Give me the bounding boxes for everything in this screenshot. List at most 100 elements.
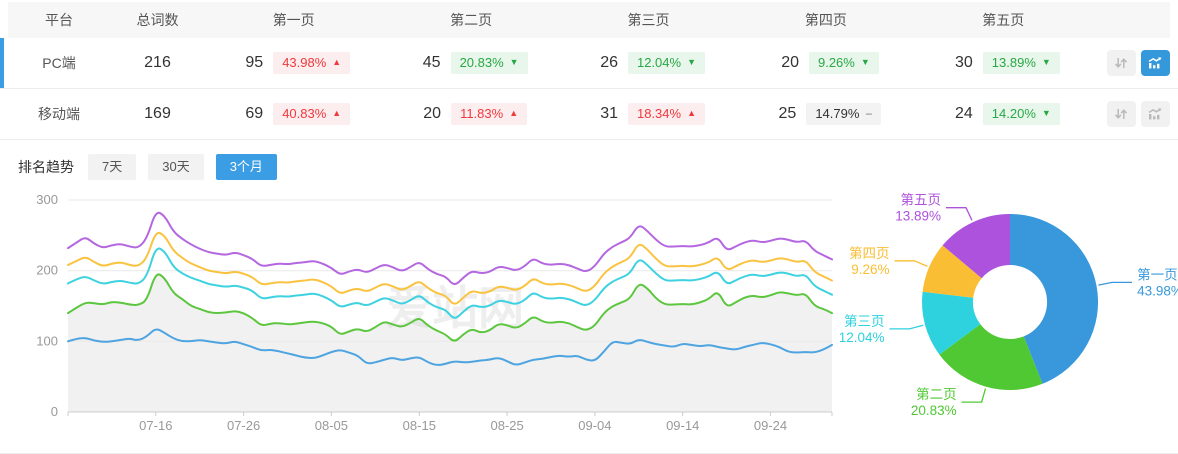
trend-down-icon: ▼ — [509, 57, 519, 68]
x-axis-label: 08-05 — [315, 418, 348, 433]
trend-chart-icon — [1146, 106, 1164, 122]
trend-up-icon: ▲ — [332, 57, 342, 68]
donut-label-第二页: 第二页 20.83% — [911, 386, 957, 418]
percent-badge: 20.83% ▼ — [450, 51, 528, 75]
page-cell: 69 40.83% ▲ — [205, 102, 382, 126]
platform-name: 移动端 — [38, 106, 80, 122]
tab-3-months[interactable]: 3个月 — [215, 154, 277, 180]
tab-30-days[interactable]: 30天 — [148, 154, 204, 180]
percent-badge: 14.79% − — [806, 102, 882, 126]
page-keyword-count: 95 — [245, 53, 264, 71]
x-axis-label: 07-16 — [139, 418, 172, 433]
trend-chart-icon — [1146, 55, 1164, 71]
trend-up-icon: ▲ — [509, 108, 519, 119]
x-axis-label: 08-15 — [403, 418, 436, 433]
col-page-4: 第四页 — [804, 12, 847, 28]
page-keyword-count: 31 — [600, 104, 618, 122]
table-row-mobile[interactable]: 移动端 169 69 40.83% ▲ 20 11.83% ▲ 31 18.34% ▲ 25 14.… — [0, 89, 1178, 140]
donut-label-第四页: 第四页 9.26% — [849, 245, 890, 277]
page-cell: 25 14.79% − — [737, 102, 914, 126]
page-cell: 26 12.04% ▼ — [560, 51, 737, 75]
page-cell: 95 43.98% ▲ — [205, 51, 382, 75]
x-axis-label: 09-14 — [666, 418, 699, 433]
trend-down-icon: ▼ — [1041, 57, 1051, 68]
table-header: 平台 总词数 第一页 第二页 第三页 第四页 第五页 — [8, 2, 1170, 38]
tab-7-days[interactable]: 7天 — [88, 154, 137, 180]
donut-label-第五页: 第五页 13.89% — [895, 192, 941, 224]
donut-slice-第五页[interactable] — [942, 214, 1010, 279]
x-axis-label: 07-26 — [227, 418, 260, 433]
sort-button[interactable] — [1106, 101, 1136, 127]
percent-badge: 14.20% ▼ — [982, 102, 1060, 126]
trend-down-icon: ▼ — [1041, 108, 1051, 119]
col-page-1: 第一页 — [272, 12, 315, 28]
x-axis-label: 08-25 — [490, 418, 523, 433]
page-cell: 31 18.34% ▲ — [560, 102, 737, 126]
col-platform: 平台 — [45, 12, 73, 28]
label-leader-line — [894, 260, 928, 267]
table-row-pc[interactable]: PC端 216 95 43.98% ▲ 45 20.83% ▼ 26 12.04% ▼ 20 9.2… — [0, 38, 1178, 89]
page-cell: 20 11.83% ▲ — [382, 102, 559, 126]
donut-label-第三页: 第三页 12.04% — [840, 313, 885, 345]
line-series-第一页 — [67, 328, 833, 366]
y-axis-label: 100 — [36, 333, 58, 348]
page-keyword-count: 20 — [423, 104, 442, 122]
percent-badge: 18.34% ▲ — [627, 102, 705, 126]
col-total-words: 总词数 — [136, 12, 179, 28]
page-cell: 30 13.89% ▼ — [915, 51, 1092, 75]
charts-area: 爱站网 0 100 200 300 07-16 07-26 08-05 08-15 08-25 09… — [0, 184, 1178, 453]
page-keyword-count: 45 — [422, 53, 441, 71]
label-leader-line — [889, 324, 924, 330]
page-keyword-count: 69 — [245, 104, 264, 122]
label-leader-line — [1098, 281, 1133, 286]
sort-button[interactable] — [1106, 50, 1136, 76]
line-series-第四页 — [67, 231, 833, 305]
row-actions — [1092, 50, 1170, 76]
trend-section-header: 排名趋势 7天 30天 3个月 — [18, 154, 1178, 180]
line-series-第五页 — [67, 211, 833, 285]
label-leader-line — [946, 207, 973, 221]
page-keyword-count: 25 — [778, 104, 797, 122]
page-cell: 20 9.26% ▼ — [737, 51, 914, 75]
y-axis-label: 300 — [36, 192, 58, 207]
col-page-5: 第五页 — [982, 12, 1025, 28]
page-keyword-count: 24 — [954, 104, 973, 122]
percent-badge: 9.26% ▼ — [808, 51, 879, 75]
page-keyword-count: 30 — [954, 53, 973, 71]
col-page-3: 第三页 — [627, 12, 670, 28]
sort-arrows-icon — [1113, 106, 1129, 122]
total-keywords: 216 — [144, 54, 171, 71]
y-axis-label: 200 — [36, 263, 58, 278]
total-keywords: 169 — [144, 105, 171, 122]
page-keyword-count: 20 — [781, 53, 799, 71]
trend-up-icon: ▲ — [332, 108, 342, 119]
chart-button[interactable] — [1140, 101, 1170, 127]
percent-badge: 12.04% ▼ — [627, 51, 705, 75]
trend-down-icon: ▼ — [860, 57, 870, 68]
x-axis-label: 09-24 — [754, 418, 787, 433]
donut-slice-第三页[interactable] — [921, 291, 981, 355]
donut-slice-第一页[interactable] — [1010, 213, 1099, 384]
row-actions — [1092, 101, 1170, 127]
page-cell: 45 20.83% ▼ — [382, 51, 559, 75]
donut-slice-第四页[interactable] — [922, 245, 982, 298]
col-page-2: 第二页 — [450, 12, 493, 28]
line-series-第三页 — [67, 247, 833, 319]
page-cell: 24 14.20% ▼ — [915, 102, 1092, 126]
donut-slice-第二页[interactable] — [939, 324, 1043, 391]
x-axis-label: 09-04 — [578, 418, 611, 433]
trend-section-title: 排名趋势 — [18, 159, 74, 175]
page-keyword-count: 26 — [600, 53, 618, 71]
platform-name: PC端 — [42, 55, 76, 71]
label-leader-line — [961, 388, 987, 403]
line-series-第二页 — [67, 273, 833, 342]
trend-down-icon: ▼ — [687, 57, 696, 68]
y-axis-label: 0 — [51, 404, 58, 419]
ranking-trend-line-chart: 爱站网 0 100 200 300 07-16 07-26 08-05 08-15 08-25 09… — [36, 192, 833, 433]
percent-badge: 43.98% ▲ — [273, 51, 351, 75]
chart-button[interactable] — [1140, 50, 1170, 76]
sort-arrows-icon — [1113, 55, 1129, 71]
